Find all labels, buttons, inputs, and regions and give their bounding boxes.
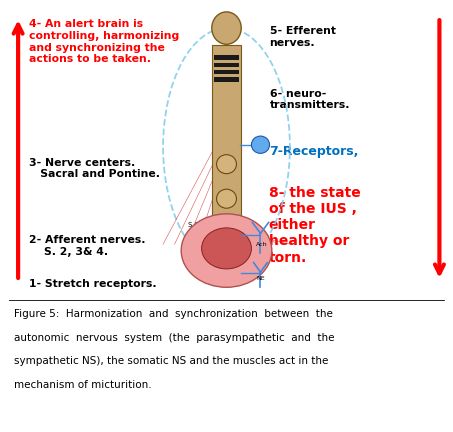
Bar <box>214 77 239 82</box>
Text: Ach: Ach <box>256 241 268 247</box>
Text: 1- Stretch receptors.: 1- Stretch receptors. <box>29 279 157 289</box>
Text: 6- neuro-
transmitters.: 6- neuro- transmitters. <box>270 89 350 110</box>
Text: autonomic  nervous  system  (the  parasympathetic  and  the: autonomic nervous system (the parasympat… <box>14 333 334 343</box>
Ellipse shape <box>181 214 272 287</box>
Text: 8- the state
of the IUS ,
either
healthy or
torn.: 8- the state of the IUS , either healthy… <box>269 186 361 264</box>
Text: 5- Efferent
nerves.: 5- Efferent nerves. <box>270 26 336 48</box>
Text: 2- Afferent nerves.
    S. 2, 3& 4.: 2- Afferent nerves. S. 2, 3& 4. <box>29 235 146 257</box>
Ellipse shape <box>202 228 251 269</box>
Circle shape <box>217 155 236 174</box>
Bar <box>214 63 239 67</box>
Text: sympathetic NS), the somatic NS and the muscles act in the: sympathetic NS), the somatic NS and the … <box>14 356 328 366</box>
Text: Figure 5:  Harmonization  and  synchronization  between  the: Figure 5: Harmonization and synchronizat… <box>14 309 333 319</box>
Text: mechanism of micturition.: mechanism of micturition. <box>14 380 151 390</box>
Circle shape <box>251 136 270 153</box>
Ellipse shape <box>212 12 241 44</box>
Bar <box>214 70 239 74</box>
Text: 3- Nerve centers.
   Sacral and Pontine.: 3- Nerve centers. Sacral and Pontine. <box>29 158 160 179</box>
Bar <box>212 45 241 283</box>
Text: 7-Receptors,: 7-Receptors, <box>269 145 358 158</box>
Bar <box>214 55 239 60</box>
Circle shape <box>217 189 236 208</box>
Text: NE: NE <box>256 276 265 281</box>
Text: Stretch
Receptors: Stretch Receptors <box>188 235 222 248</box>
Text: S.2,3 & 4: S.2,3 & 4 <box>188 222 220 229</box>
Text: 4- An alert brain is
controlling, harmonizing
and synchronizing the
actions to b: 4- An alert brain is controlling, harmon… <box>29 19 180 64</box>
